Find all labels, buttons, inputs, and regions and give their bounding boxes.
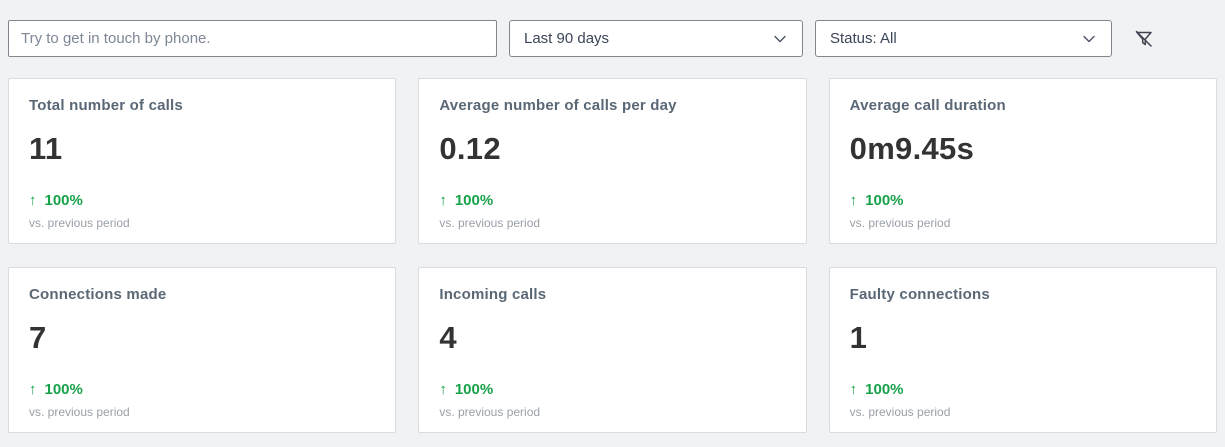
- stat-card-connections-made: Connections made 7 ↑ 100% vs. previous p…: [8, 267, 397, 433]
- date-range-select[interactable]: Last 90 days: [509, 20, 803, 57]
- card-title: Incoming calls: [439, 286, 547, 303]
- trend-row: ↑ 100%: [29, 381, 375, 398]
- card-value: 0m9.45s: [849, 131, 975, 166]
- stats-grid: Total number of calls 11 ↑ 100% vs. prev…: [8, 78, 1217, 433]
- trend-caption: vs. previous period: [29, 405, 130, 419]
- card-title: Total number of calls: [29, 97, 183, 114]
- card-title: Average call duration: [849, 97, 1006, 114]
- card-value: 11: [29, 131, 63, 166]
- card-value: 0.12: [439, 131, 501, 166]
- trend-row: ↑ 100%: [439, 192, 785, 209]
- card-title: Faulty connections: [849, 286, 990, 303]
- trend-up-arrow-icon: ↑: [849, 381, 858, 398]
- trend-caption: vs. previous period: [849, 405, 951, 419]
- date-range-value: Last 90 days: [524, 30, 610, 47]
- chevron-down-icon: [1083, 35, 1095, 42]
- trend-caption: vs. previous period: [439, 405, 541, 419]
- filter-off-icon: [1135, 30, 1152, 47]
- trend-up-arrow-icon: ↑: [849, 192, 858, 209]
- trend-percent: 100%: [454, 381, 494, 398]
- chevron-down-icon: [774, 35, 786, 42]
- stat-card-total-calls: Total number of calls 11 ↑ 100% vs. prev…: [8, 78, 397, 244]
- card-title: Connections made: [29, 286, 167, 303]
- trend-row: ↑ 100%: [439, 381, 785, 398]
- trend-row: ↑ 100%: [29, 192, 375, 209]
- stat-card-avg-calls-per-day: Average number of calls per day 0.12 ↑ 1…: [418, 78, 807, 244]
- clear-filters-button[interactable]: [1126, 21, 1162, 57]
- status-filter-value: Status: All: [830, 30, 897, 47]
- stat-card-faulty-connections: Faulty connections 1 ↑ 100% vs. previous…: [828, 267, 1217, 433]
- trend-percent: 100%: [44, 381, 83, 398]
- status-filter-select[interactable]: Status: All: [815, 20, 1112, 57]
- trend-up-arrow-icon: ↑: [439, 192, 447, 209]
- search-input[interactable]: [8, 20, 497, 57]
- card-title: Average number of calls per day: [439, 97, 677, 114]
- stat-card-avg-call-duration: Average call duration 0m9.45s ↑ 100% vs.…: [828, 78, 1217, 244]
- stat-card-incoming-calls: Incoming calls 4 ↑ 100% vs. previous per…: [418, 267, 807, 433]
- trend-row: ↑ 100%: [850, 192, 1196, 209]
- trend-up-arrow-icon: ↑: [29, 381, 37, 398]
- trend-percent: 100%: [865, 192, 904, 209]
- trend-caption: vs. previous period: [439, 216, 541, 230]
- trend-caption: vs. previous period: [849, 216, 951, 230]
- filter-toolbar: Last 90 days Status: All: [0, 0, 1225, 57]
- trend-row: ↑ 100%: [850, 381, 1196, 398]
- card-value: 7: [29, 320, 47, 355]
- trend-percent: 100%: [454, 192, 494, 209]
- trend-percent: 100%: [44, 192, 83, 209]
- trend-percent: 100%: [865, 381, 904, 398]
- trend-up-arrow-icon: ↑: [29, 192, 37, 209]
- trend-caption: vs. previous period: [29, 216, 130, 230]
- card-value: 1: [849, 320, 868, 355]
- card-value: 4: [439, 320, 457, 355]
- trend-up-arrow-icon: ↑: [439, 381, 447, 398]
